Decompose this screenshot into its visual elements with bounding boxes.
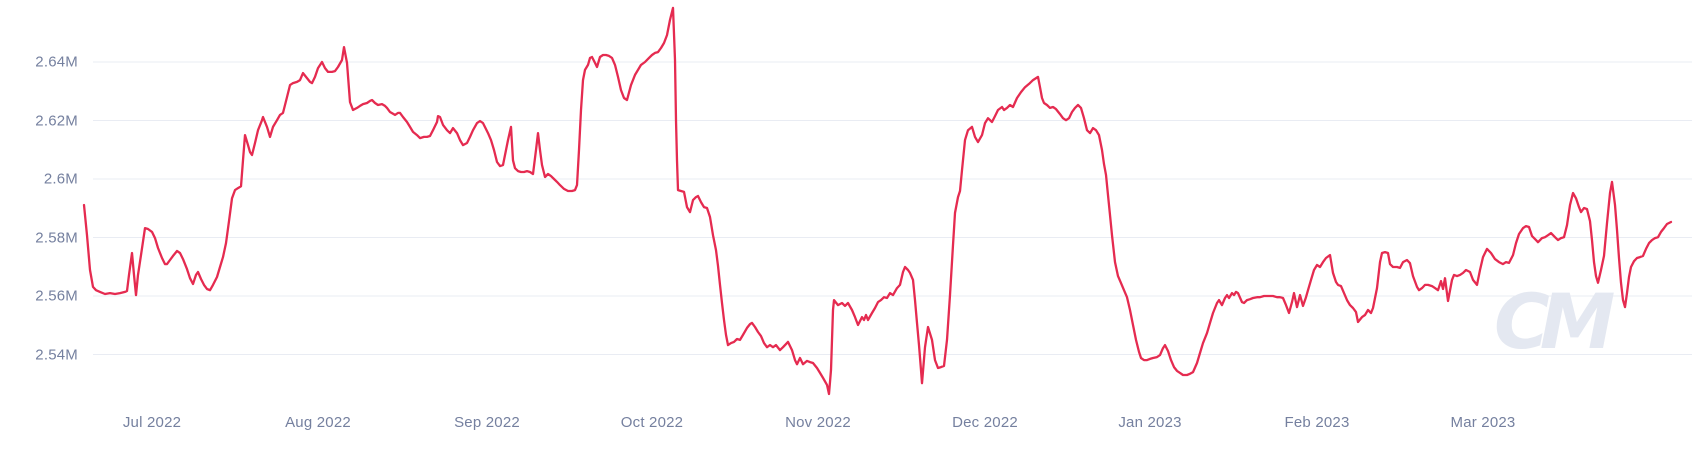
y-tick-label: 2.58M — [35, 229, 78, 246]
y-tick-label: 2.6M — [43, 170, 78, 188]
x-tick-label: Aug 2022 — [285, 414, 351, 431]
series-line-supply[interactable] — [82, 6, 1673, 396]
y-tick-label: 2.62M — [35, 112, 78, 129]
x-tick-label: Oct 2022 — [620, 414, 684, 431]
y-tick-label: 2.64M — [35, 53, 78, 71]
y-tick-label: 2.54M — [35, 346, 78, 363]
x-tick-label: Feb 2023 — [1284, 414, 1350, 431]
x-tick-label: Mar 2023 — [1450, 414, 1516, 431]
y-tick-label: 2.56M — [35, 287, 78, 305]
watermark-logo: CM — [1494, 277, 1615, 366]
x-tick-label: Dec 2022 — [952, 414, 1018, 431]
x-tick-label: Jan 2023 — [1118, 414, 1182, 431]
x-tick-label: Nov 2022 — [785, 414, 851, 431]
x-tick-label: Jul 2022 — [122, 414, 182, 431]
x-tick-label: Sep 2022 — [454, 414, 520, 431]
